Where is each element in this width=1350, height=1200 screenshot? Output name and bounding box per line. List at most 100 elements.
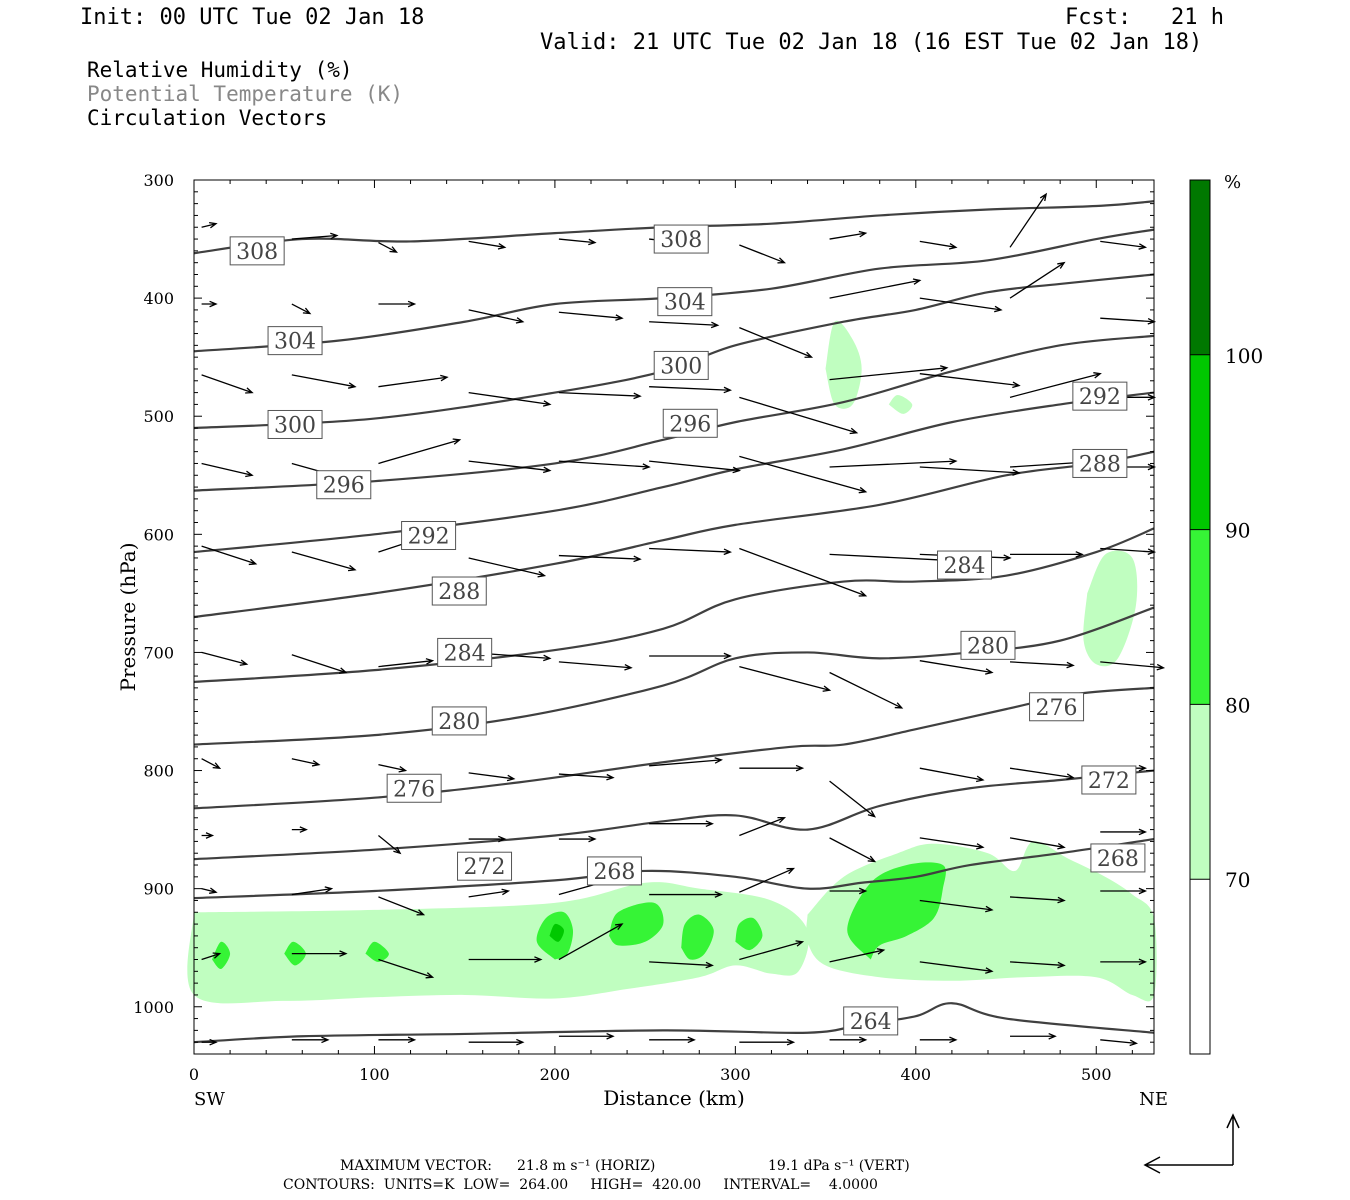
theta-label-box-22 — [843, 1006, 899, 1036]
theta-label-288: 288 — [438, 580, 480, 605]
rh-area-70-4 — [1083, 550, 1138, 667]
x-axis-label: Distance (km) — [603, 1086, 745, 1110]
theta-line-296 — [193, 334, 1155, 492]
theta-label-304: 304 — [664, 291, 706, 316]
vector-21 — [291, 1036, 330, 1044]
vector-82 — [829, 671, 904, 709]
vector-71 — [739, 665, 832, 692]
y-tick-label-600: 600 — [143, 525, 174, 544]
vector-90 — [919, 373, 1021, 389]
vector-68 — [739, 396, 859, 435]
theta-label-box-21 — [1090, 843, 1146, 873]
vector-15 — [291, 551, 357, 572]
theta-contours — [193, 200, 1155, 1044]
vector-45 — [558, 311, 624, 321]
reference-vector-icon — [1143, 1113, 1240, 1174]
vector-84 — [829, 837, 877, 863]
theta-line-264 — [193, 1002, 1155, 1044]
theta-label-box-9 — [1072, 381, 1128, 411]
vector-63 — [649, 891, 723, 898]
theta-label-268: 268 — [593, 860, 635, 885]
x-tick-label-100: 100 — [359, 1065, 390, 1084]
vector-69 — [739, 455, 868, 494]
y-tick-label-300: 300 — [143, 171, 174, 190]
theta-label-box-10 — [431, 576, 487, 606]
vector-66 — [739, 244, 787, 264]
vector-76 — [739, 1038, 796, 1046]
theta-label-292: 292 — [408, 525, 450, 550]
rh-area-70-3 — [888, 394, 913, 414]
max-vector-label: MAXIMUM VECTOR: — [340, 1158, 492, 1174]
axes: 0 100 200 300 400 500 300 400 500 600 700 800 900 100… — [133, 171, 1154, 1084]
y-tick-label-900: 900 — [143, 880, 174, 899]
colorbar: 70 80 90 100 — [1189, 179, 1263, 1055]
rh-area-80-8 — [681, 914, 714, 960]
rh-area-90-13 — [549, 923, 564, 942]
vector-50 — [558, 773, 615, 781]
theta-label-300: 300 — [274, 413, 316, 438]
y-tick-label-400: 400 — [143, 289, 174, 308]
theta-line-300 — [193, 273, 1155, 430]
vector-33 — [468, 240, 507, 250]
vector-58 — [649, 460, 742, 474]
theta-label-box-8 — [401, 521, 457, 551]
rh-area-80-9 — [735, 917, 763, 951]
vector-103 — [1010, 551, 1084, 558]
vector-81 — [829, 553, 949, 564]
vector-40 — [468, 835, 507, 843]
colorbar-label-80: 80 — [1225, 693, 1250, 717]
theta-label-272: 272 — [1088, 769, 1130, 794]
colorbar-swatch-3 — [1190, 354, 1210, 530]
max-vector-vert: 19.1 dPa s⁻¹ (VERT) — [768, 1158, 910, 1174]
x-left-label: SW — [194, 1089, 225, 1110]
theta-label-284: 284 — [444, 641, 486, 666]
vector-98 — [919, 1036, 958, 1044]
vector-107 — [1009, 896, 1066, 904]
vector-97 — [919, 961, 994, 974]
vector-61 — [649, 757, 723, 767]
x-tick-label-400: 400 — [901, 1065, 932, 1084]
vector-73 — [739, 816, 787, 837]
vector-4 — [201, 545, 258, 566]
colorbar-frame — [1189, 179, 1211, 1055]
vector-101 — [1009, 372, 1102, 398]
theta-label-box-7 — [662, 408, 718, 438]
legend-vectors: Circulation Vectors — [87, 106, 328, 130]
theta-label-308: 308 — [660, 228, 702, 253]
vector-99 — [1009, 192, 1048, 248]
theta-label-300: 300 — [660, 354, 702, 379]
vector-3 — [201, 462, 254, 478]
vector-10 — [201, 1038, 218, 1046]
vector-34 — [468, 309, 525, 324]
vector-6 — [201, 758, 222, 769]
vector-29 — [378, 834, 402, 855]
vector-75 — [739, 940, 805, 961]
vector-9 — [201, 952, 222, 961]
vector-48 — [558, 554, 642, 563]
theta-label-272: 272 — [464, 855, 506, 880]
vector-49 — [558, 661, 633, 671]
vector-119 — [1100, 958, 1148, 966]
vector-36 — [468, 460, 552, 474]
rh-area-80-12 — [365, 941, 389, 962]
vector-35 — [468, 391, 552, 407]
theta-line-272 — [193, 769, 1155, 861]
y-tick-label-800: 800 — [143, 762, 174, 781]
vector-108 — [1009, 961, 1066, 969]
theta-label-box-1 — [653, 224, 709, 254]
x-tick-label-0: 0 — [189, 1065, 199, 1084]
vector-46 — [558, 391, 642, 400]
theta-label-280: 280 — [438, 710, 480, 735]
init-time: Init: 00 UTC Tue 02 Jan 18 — [80, 5, 425, 30]
theta-label-308: 308 — [236, 240, 278, 265]
vector-51 — [558, 835, 597, 843]
theta-label-box-5 — [653, 350, 709, 380]
vector-37 — [468, 557, 547, 578]
colorbar-label-70: 70 — [1225, 868, 1250, 892]
theta-label-box-14 — [431, 706, 487, 736]
colorbar-unit: % — [1224, 172, 1241, 193]
vector-41 — [468, 888, 511, 898]
vector-106 — [1009, 837, 1066, 850]
vector-13 — [291, 374, 357, 389]
